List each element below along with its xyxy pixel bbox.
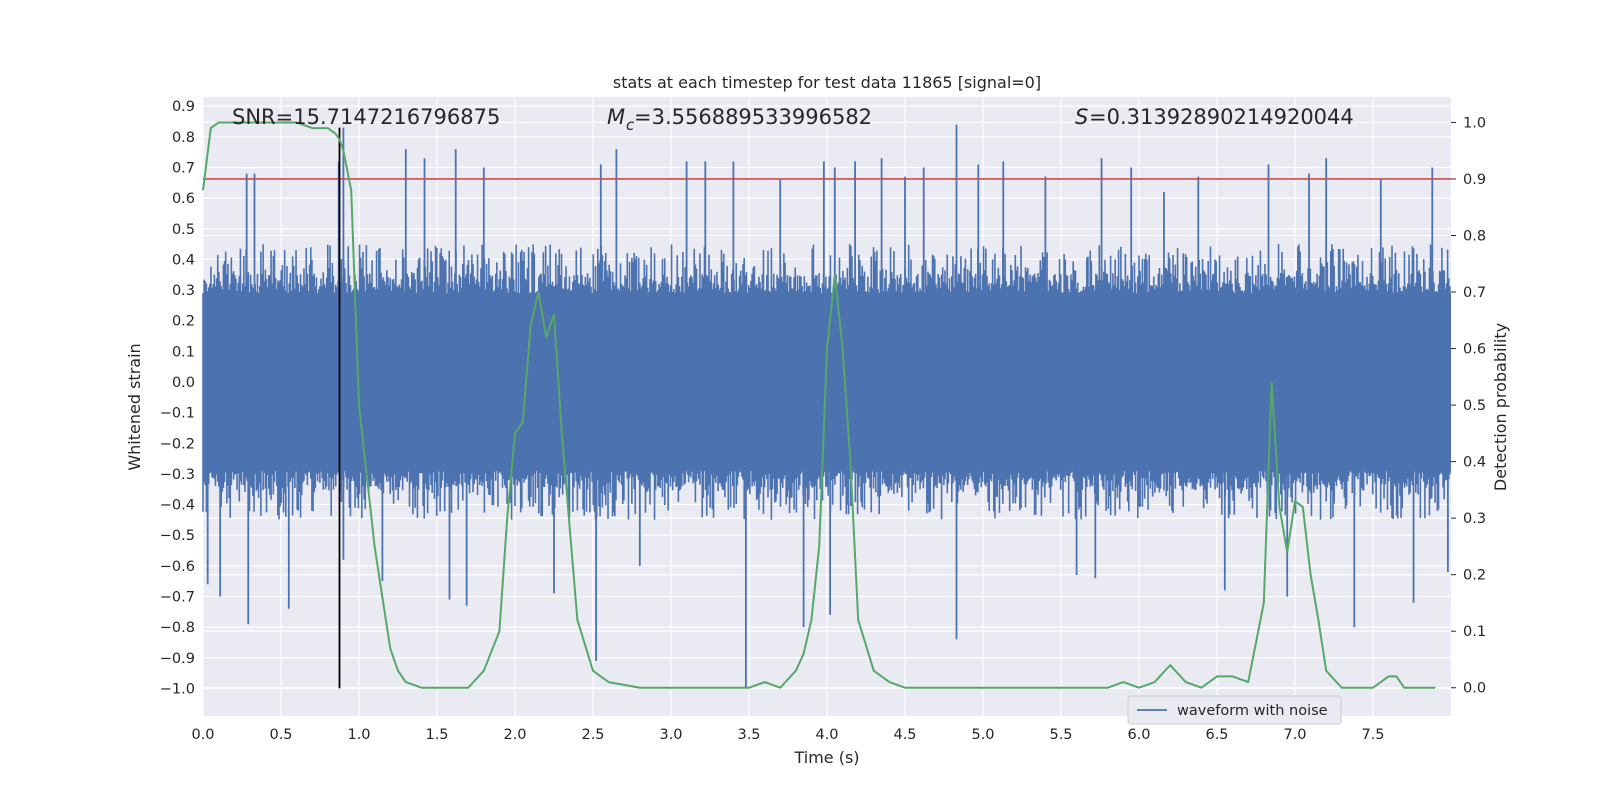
legend: waveform with noise [1127,695,1342,725]
x-tick-label: 3.0 [659,727,682,743]
x-tick-label: 0.5 [269,727,292,743]
snr-annotation: SNR=15.7147216796875 [232,105,500,129]
y-tick-label: 0.4 [172,252,195,268]
chart-title: stats at each timestep for test data 118… [613,73,1041,92]
x-axis-label: Time (s) [793,748,859,767]
y-tick-label: 0.7 [172,160,195,176]
overlay-lines [202,121,1451,689]
legend-label: waveform with noise [1177,703,1328,719]
s-symbol: S [1075,105,1088,129]
y-tick-label: 0.1 [172,344,195,360]
chirp-mass-subscript: c [626,116,635,134]
waveform-core-band [203,293,1451,471]
y-tick-label: 0.5 [172,222,195,238]
y-tick-label: −0.8 [160,620,195,636]
chirp-mass-value: =3.556889533996582 [634,105,872,129]
y-tick-label: 0.3 [172,283,195,299]
y-right-tick-label: 0.6 [1463,342,1486,358]
x-tick-label: 7.0 [1283,727,1306,743]
x-tick-label: 4.0 [815,727,838,743]
x-tick-label: 5.0 [971,727,994,743]
x-tick-label: 7.5 [1361,727,1384,743]
y-tick-label: 0.6 [172,191,195,207]
y-tick-label: 0.0 [172,375,195,391]
y-axis-label: Whitened strain [125,343,144,470]
y-right-tick-label: 0.4 [1463,455,1486,471]
y-tick-label: −0.6 [160,559,195,575]
y-tick-label: −0.1 [160,406,195,422]
y-tick-label: −0.7 [160,589,195,605]
legend-box [1127,695,1342,725]
y-axis-right-label: Detection probability [1491,323,1510,491]
s-value: =0.31392890214920044 [1089,105,1354,129]
y-tick-label: −0.4 [160,498,195,514]
y-right-tick-label: 0.8 [1463,228,1486,244]
x-axis-ticks: 0.0 0.5 1.0 1.5 2.0 2.5 3.0 3.5 4.0 4.5 5.0 5.5 6.0 6… [191,727,1384,743]
y-tick-label: 0.9 [172,99,195,115]
y-right-tick-label: 0.5 [1463,398,1486,414]
x-tick-label: 1.5 [425,727,448,743]
x-tick-label: 4.5 [893,727,916,743]
y-axis-right-ticks: 1.0 0.9 0.8 0.7 0.6 0.5 0.4 0.3 0.2 0.1 0.0 [1451,115,1486,697]
y-tick-label: 0.2 [172,314,195,330]
chirp-mass-symbol: M [607,105,625,129]
x-tick-label: 2.0 [503,727,526,743]
y-right-tick-label: 0.7 [1463,285,1486,301]
x-tick-label: 3.5 [737,727,760,743]
x-tick-label: 1.0 [347,727,370,743]
y-tick-label: −1.0 [160,681,195,697]
y-right-tick-label: 0.2 [1463,568,1486,584]
chirp-mass-annotation: M c =3.556889533996582 [607,105,872,134]
y-tick-label: −0.9 [160,651,195,667]
s-annotation: S =0.31392890214920044 [1075,105,1354,129]
y-tick-label: −0.2 [160,436,195,452]
x-tick-label: 5.5 [1049,727,1072,743]
x-tick-label: 6.5 [1205,727,1228,743]
y-right-tick-label: 0.9 [1463,172,1486,188]
y-tick-label: 0.8 [172,130,195,146]
waveform-series [202,124,1451,689]
y-right-tick-label: 0.1 [1463,624,1486,640]
x-tick-label: 0.0 [191,727,214,743]
y-tick-label: −0.3 [160,467,195,483]
y-right-tick-label: 1.0 [1463,115,1486,131]
y-axis-ticks: 0.9 0.8 0.7 0.6 0.5 0.4 0.3 0.2 0.1 0.0 −0.1 −0.2 −0… [160,99,195,697]
y-tick-label: −0.5 [160,528,195,544]
detection-probability-line [202,121,1436,689]
y-right-tick-label: 0.3 [1463,511,1486,527]
x-tick-label: 6.0 [1127,727,1150,743]
x-tick-label: 2.5 [581,727,604,743]
y-right-tick-label: 0.0 [1463,681,1486,697]
